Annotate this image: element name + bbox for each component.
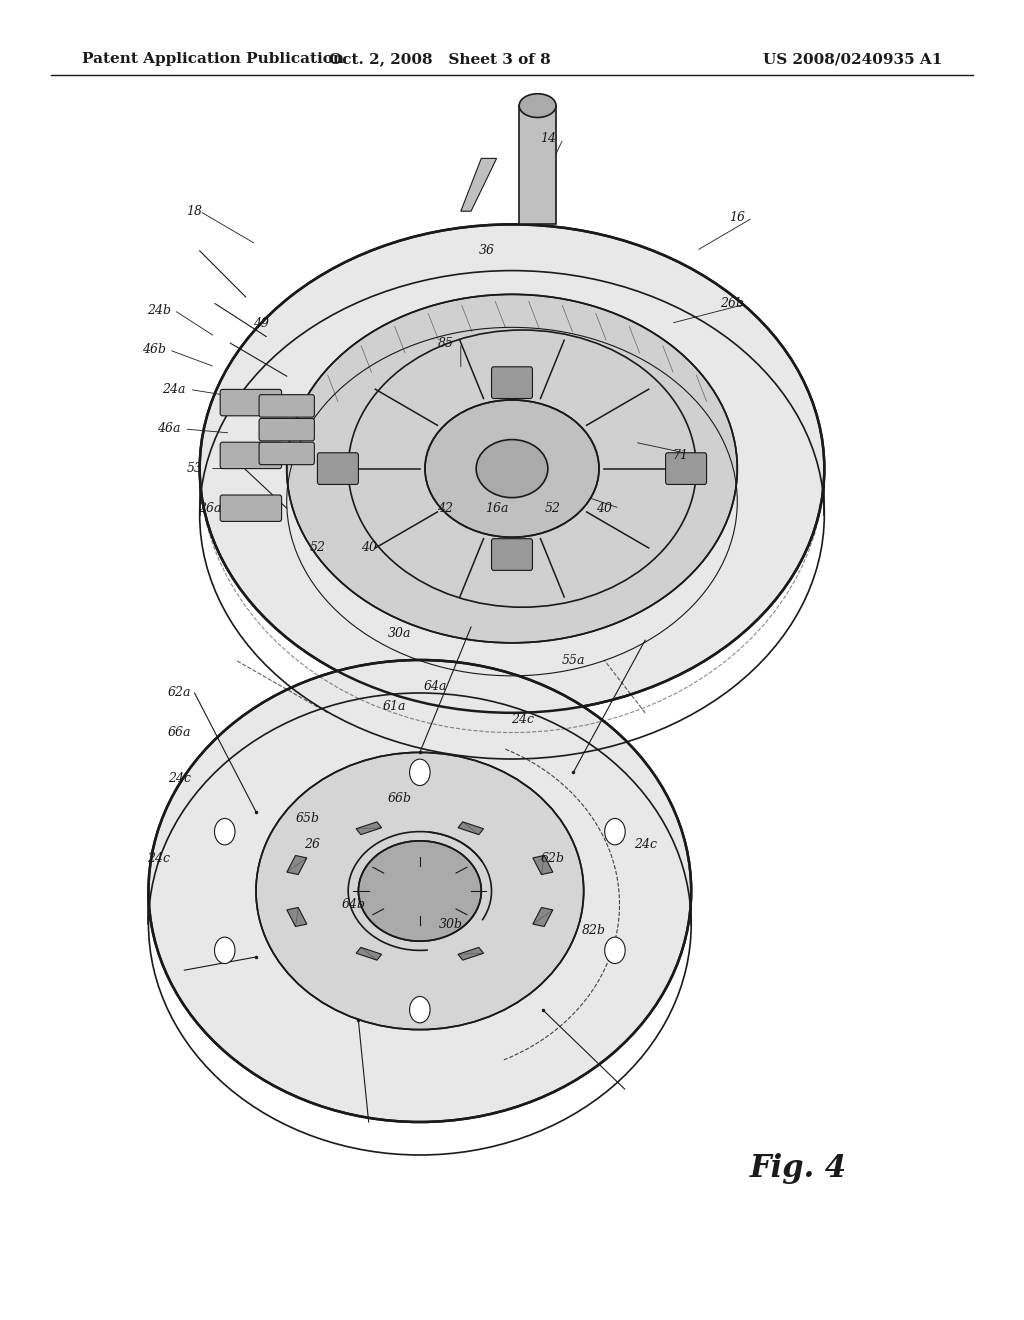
Text: US 2008/0240935 A1: US 2008/0240935 A1 xyxy=(763,53,942,66)
FancyBboxPatch shape xyxy=(220,389,282,416)
Text: 26: 26 xyxy=(304,838,321,851)
Text: 36: 36 xyxy=(478,244,495,257)
Text: 62b: 62b xyxy=(541,851,565,865)
Text: 55a: 55a xyxy=(562,653,585,667)
Text: 16a: 16a xyxy=(485,502,508,515)
Text: 49: 49 xyxy=(253,317,269,330)
Text: 24c: 24c xyxy=(511,713,534,726)
Text: 30b: 30b xyxy=(438,917,463,931)
Text: 46a: 46a xyxy=(158,422,180,436)
Text: 53: 53 xyxy=(186,462,203,475)
Circle shape xyxy=(410,759,430,785)
Circle shape xyxy=(214,937,234,964)
FancyBboxPatch shape xyxy=(259,442,314,465)
FancyBboxPatch shape xyxy=(220,495,282,521)
Text: 24b: 24b xyxy=(146,304,171,317)
Text: 64a: 64a xyxy=(424,680,446,693)
Text: 85: 85 xyxy=(437,337,454,350)
Text: 65b: 65b xyxy=(295,812,319,825)
Text: Oct. 2, 2008   Sheet 3 of 8: Oct. 2, 2008 Sheet 3 of 8 xyxy=(330,53,551,66)
FancyBboxPatch shape xyxy=(666,453,707,484)
Polygon shape xyxy=(356,948,382,960)
Text: 24c: 24c xyxy=(147,851,170,865)
Text: 18: 18 xyxy=(186,205,203,218)
Polygon shape xyxy=(532,855,553,875)
Text: Fig. 4: Fig. 4 xyxy=(751,1152,847,1184)
Text: 62a: 62a xyxy=(168,686,190,700)
FancyBboxPatch shape xyxy=(259,395,314,417)
FancyBboxPatch shape xyxy=(492,539,532,570)
Text: 24a: 24a xyxy=(163,383,185,396)
Circle shape xyxy=(605,818,626,845)
Text: 52: 52 xyxy=(545,502,561,515)
Text: 66a: 66a xyxy=(168,726,190,739)
Text: 26a: 26a xyxy=(199,502,221,515)
Ellipse shape xyxy=(358,841,481,941)
Ellipse shape xyxy=(256,752,584,1030)
Text: 30a: 30a xyxy=(388,627,411,640)
Ellipse shape xyxy=(200,224,824,713)
Text: 14: 14 xyxy=(540,132,556,145)
Text: 46b: 46b xyxy=(141,343,166,356)
FancyBboxPatch shape xyxy=(220,442,282,469)
Polygon shape xyxy=(532,907,553,927)
Polygon shape xyxy=(458,948,483,960)
Polygon shape xyxy=(287,855,307,875)
Polygon shape xyxy=(356,822,382,834)
Ellipse shape xyxy=(519,94,556,117)
FancyBboxPatch shape xyxy=(492,367,532,399)
Text: 82b: 82b xyxy=(582,924,606,937)
Text: 24c: 24c xyxy=(634,838,656,851)
Text: 61a: 61a xyxy=(383,700,406,713)
Text: 40: 40 xyxy=(596,502,612,515)
Polygon shape xyxy=(287,907,307,927)
Text: 52: 52 xyxy=(309,541,326,554)
Text: 26b: 26b xyxy=(720,297,744,310)
Polygon shape xyxy=(519,106,556,224)
Text: 66b: 66b xyxy=(387,792,412,805)
Ellipse shape xyxy=(148,660,691,1122)
FancyBboxPatch shape xyxy=(259,418,314,441)
Polygon shape xyxy=(458,822,483,834)
Text: 42: 42 xyxy=(437,502,454,515)
Text: 71: 71 xyxy=(673,449,689,462)
Text: 16: 16 xyxy=(729,211,745,224)
Text: 40: 40 xyxy=(360,541,377,554)
Text: 24c: 24c xyxy=(168,772,190,785)
Ellipse shape xyxy=(425,400,599,537)
Circle shape xyxy=(214,818,234,845)
Ellipse shape xyxy=(287,294,737,643)
Polygon shape xyxy=(461,158,497,211)
Circle shape xyxy=(410,997,430,1023)
FancyBboxPatch shape xyxy=(317,453,358,484)
Circle shape xyxy=(605,937,626,964)
Text: Patent Application Publication: Patent Application Publication xyxy=(82,53,344,66)
Text: 64b: 64b xyxy=(341,898,366,911)
Ellipse shape xyxy=(476,440,548,498)
